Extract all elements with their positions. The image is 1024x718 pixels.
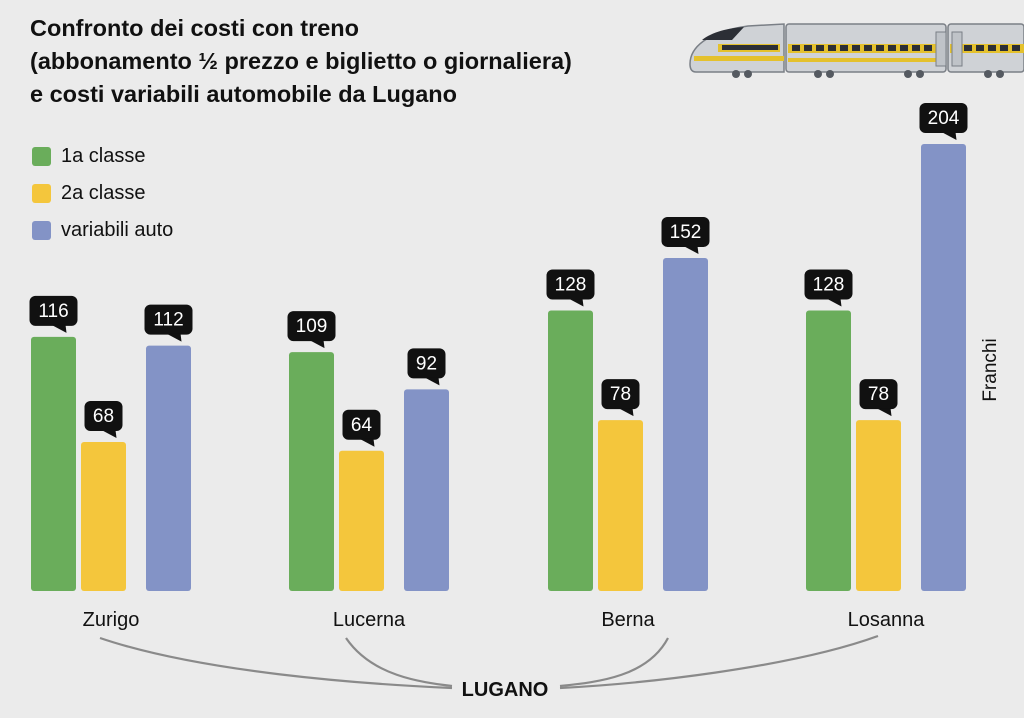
data-label-box-berna-car — [661, 216, 710, 247]
legend-item-car: variabili auto — [32, 212, 173, 249]
title-line-3: e costi variabili automobile da Lugano — [30, 81, 457, 107]
data-label-lucerna-car: 92 — [416, 353, 437, 374]
bar-zurigo-second-class — [81, 442, 126, 591]
legend-item-second-class: 2a classe — [32, 175, 173, 212]
data-label-zurigo-car: 112 — [153, 310, 183, 331]
data-label-box-berna-second-class — [601, 379, 640, 410]
data-label-tail-losanna-car — [941, 132, 957, 140]
data-label-tail-lucerna-car — [424, 377, 440, 386]
connector-losanna — [559, 634, 879, 690]
legend-label-car: variabili auto — [61, 219, 174, 241]
data-label-box-losanna-car — [919, 103, 968, 133]
data-label-box-zurigo-car — [144, 304, 193, 335]
legend-swatch-second-class — [32, 184, 51, 203]
bar-losanna-first-class — [806, 310, 851, 591]
bar-lucerna-first-class — [289, 352, 334, 591]
data-label-box-losanna-first-class — [804, 269, 853, 300]
data-label-tail-lucerna-second-class — [359, 438, 375, 447]
bar-losanna-second-class — [856, 420, 901, 591]
legend-swatch-car — [32, 221, 51, 240]
data-label-tail-losanna-first-class — [826, 298, 842, 307]
data-label-berna-car: 152 — [670, 222, 702, 243]
data-label-losanna-car: 204 — [928, 108, 960, 129]
legend-item-first-class: 1a classe — [32, 138, 173, 175]
connector-zurigo — [99, 636, 453, 690]
category-label-berna: Berna — [601, 609, 655, 631]
legend-label-second-class: 2a classe — [61, 182, 146, 204]
data-label-lucerna-first-class: 109 — [296, 316, 328, 337]
bar-lucerna-second-class — [339, 450, 384, 591]
connector-lucerna — [345, 637, 453, 688]
data-label-box-zurigo-second-class — [84, 401, 123, 431]
legend: 1a classe 2a classe variabili auto — [32, 138, 173, 249]
connector-berna — [559, 637, 669, 688]
category-label-zurigo: Zurigo — [83, 609, 140, 631]
bar-berna-second-class — [598, 420, 643, 591]
bar-berna-first-class — [548, 310, 593, 591]
legend-label-first-class: 1a classe — [61, 145, 146, 167]
category-label-lucerna: Lucerna — [333, 609, 406, 631]
bar-losanna-car — [921, 144, 966, 591]
bar-berna-car — [663, 257, 708, 591]
category-label-losanna: Losanna — [848, 609, 926, 631]
data-label-zurigo-first-class: 116 — [38, 301, 68, 322]
data-label-lucerna-second-class: 64 — [351, 415, 373, 436]
bar-zurigo-car — [146, 345, 191, 591]
data-label-tail-berna-car — [683, 245, 699, 254]
origin-label: LUGANO — [462, 679, 549, 701]
legend-swatch-first-class — [32, 147, 51, 166]
data-label-tail-zurigo-first-class — [51, 324, 67, 333]
data-label-box-losanna-second-class — [859, 379, 898, 410]
data-label-box-zurigo-first-class — [29, 295, 78, 326]
data-label-losanna-second-class: 78 — [868, 384, 889, 405]
title-line-1: Confronto dei costi con treno — [30, 15, 359, 41]
data-label-tail-losanna-second-class — [876, 408, 892, 417]
data-label-losanna-first-class: 128 — [813, 275, 845, 296]
data-label-berna-second-class: 78 — [610, 384, 631, 405]
data-label-box-berna-first-class — [546, 269, 595, 300]
data-label-box-lucerna-first-class — [287, 311, 336, 342]
data-label-tail-berna-first-class — [568, 298, 584, 307]
data-label-tail-berna-second-class — [618, 408, 634, 417]
chart-title: Confronto dei costi con treno (abbonamen… — [30, 12, 690, 111]
data-label-zurigo-second-class: 68 — [93, 406, 114, 427]
bar-zurigo-first-class — [31, 336, 76, 591]
title-line-2: (abbonamento ½ prezzo e biglietto o gior… — [30, 48, 572, 74]
data-label-tail-lucerna-first-class — [309, 340, 325, 349]
train-illustration — [689, 23, 1024, 78]
data-label-box-lucerna-car — [407, 348, 446, 379]
data-label-berna-first-class: 128 — [555, 275, 587, 296]
data-label-box-lucerna-second-class — [342, 409, 381, 440]
bar-lucerna-car — [404, 389, 449, 591]
data-label-tail-zurigo-car — [166, 333, 182, 342]
data-label-tail-zurigo-second-class — [101, 430, 117, 438]
